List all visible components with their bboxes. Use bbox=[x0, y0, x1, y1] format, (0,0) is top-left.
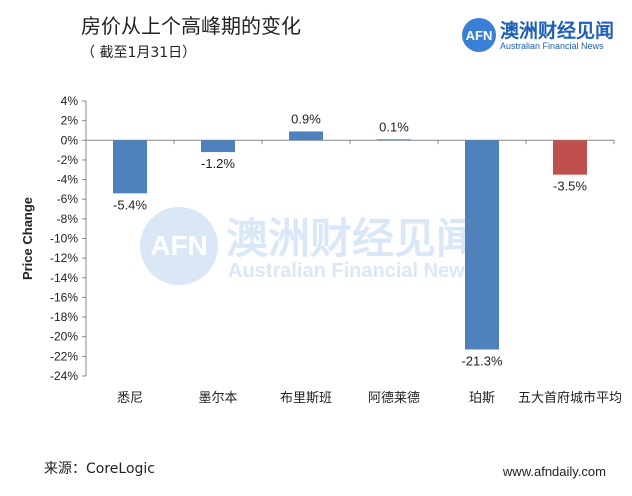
watermark-logo-icon: AFN bbox=[140, 207, 218, 285]
website-link[interactable]: www.afndaily.com bbox=[502, 464, 606, 479]
data-label: -5.4% bbox=[113, 197, 147, 212]
watermark-name-cn: 澳洲财经见闻 bbox=[226, 214, 479, 263]
brand-name-en: Australian Financial News bbox=[500, 41, 604, 51]
y-tick-label: -4% bbox=[57, 173, 79, 187]
y-axis-label: Price Change bbox=[20, 197, 35, 280]
y-tick-label: 0% bbox=[61, 133, 79, 147]
watermark-name-en: Australian Financial News bbox=[228, 260, 476, 282]
y-tick-label: -2% bbox=[57, 153, 79, 167]
y-tick-label: -8% bbox=[57, 212, 79, 226]
y-tick-label: -18% bbox=[50, 310, 78, 324]
y-tick-label: -10% bbox=[50, 232, 78, 246]
y-tick-label: -16% bbox=[50, 290, 78, 304]
bar bbox=[553, 140, 587, 175]
y-tick-label: -20% bbox=[50, 330, 78, 344]
category-label: 阿德莱德 bbox=[368, 391, 420, 406]
y-tick-label: -6% bbox=[57, 192, 79, 206]
y-tick-label: -12% bbox=[50, 251, 78, 265]
source-note: 来源：CoreLogic bbox=[44, 461, 155, 477]
data-label: 0.9% bbox=[291, 111, 321, 126]
bar bbox=[113, 140, 147, 194]
y-tick-label: -22% bbox=[50, 349, 78, 363]
bar bbox=[289, 131, 323, 141]
data-label: -1.2% bbox=[201, 156, 235, 171]
chart-bars bbox=[113, 131, 587, 350]
bar bbox=[377, 139, 411, 141]
data-label: -3.5% bbox=[553, 179, 587, 194]
y-tick-label: -14% bbox=[50, 271, 78, 285]
category-label: 五大首府城市平均 bbox=[518, 390, 622, 406]
brand-logo: AFN 澳洲财经见闻 Australian Financial News bbox=[462, 16, 615, 56]
afn-logo-icon: AFN bbox=[462, 18, 496, 52]
y-tick-label: 2% bbox=[61, 114, 79, 128]
y-tick-label: 4% bbox=[61, 94, 79, 108]
brand-name-cn: 澳洲财经见闻 bbox=[500, 20, 615, 42]
chart-subtitle: （ 截至1月31日） bbox=[81, 45, 197, 61]
y-tick-label: -24% bbox=[50, 369, 78, 383]
bar bbox=[465, 140, 499, 350]
data-label: -21.3% bbox=[461, 353, 503, 368]
category-label: 墨尔本 bbox=[198, 391, 237, 406]
watermark: AFN 澳洲财经见闻 Australian Financial News bbox=[140, 205, 500, 291]
bar bbox=[201, 140, 235, 153]
category-label: 悉尼 bbox=[117, 391, 143, 406]
chart-labels: -5.4% 悉尼 -1.2% 墨尔本 0.9% 布里斯班 0.1% 阿德莱德 -21.3% 珀斯 -… bbox=[113, 111, 622, 406]
chart-axes: 4% 2% 0% -2% -4% -6% -8% -10% -12% -14% -16% -18% -2… bbox=[20, 94, 615, 383]
category-label: 布里斯班 bbox=[280, 391, 332, 406]
data-label: 0.1% bbox=[379, 119, 409, 134]
chart-title: 房价从上个高峰期的变化 bbox=[81, 14, 301, 38]
category-label: 珀斯 bbox=[469, 391, 495, 406]
